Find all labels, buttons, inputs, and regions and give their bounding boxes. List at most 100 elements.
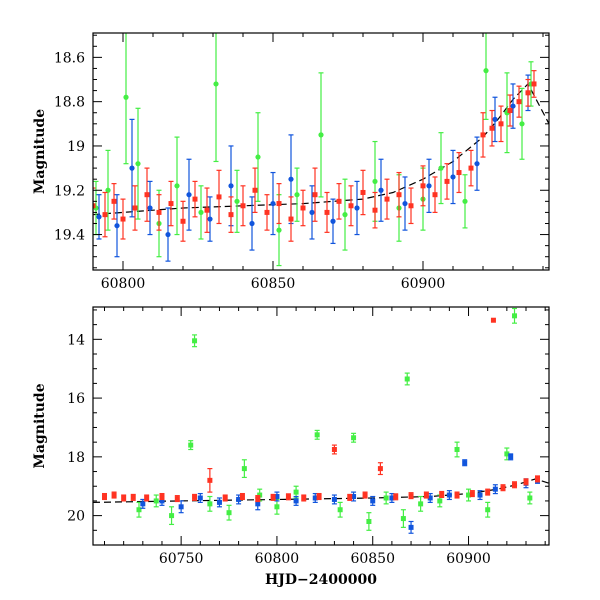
bottom-series-blue (140, 453, 541, 534)
bottom-point (408, 524, 414, 530)
bottom-point (293, 489, 299, 495)
bottom-y-tick-label: 16 (67, 391, 85, 407)
top-point (396, 192, 402, 198)
bottom-point (274, 504, 280, 510)
bottom-ticks: 60750 60800 60850 60900 14 16 18 20 (67, 307, 549, 567)
top-point (120, 216, 126, 222)
top-point (516, 99, 522, 105)
bottom-point (192, 338, 198, 344)
bottom-point (523, 479, 529, 485)
bottom-point (301, 495, 307, 501)
top-point (525, 90, 531, 96)
top-point (270, 200, 276, 207)
bottom-point (293, 498, 299, 504)
top-point (420, 183, 426, 189)
bottom-plot-area (93, 307, 549, 534)
top-point (492, 116, 498, 122)
bottom-point (222, 495, 228, 501)
top-point (255, 154, 261, 160)
bottom-point (366, 518, 372, 524)
top-point (180, 218, 186, 224)
top-point (312, 192, 318, 198)
top-point (249, 220, 255, 227)
bottom-point (466, 492, 472, 498)
bottom-point (226, 510, 232, 516)
top-point (288, 176, 294, 182)
bottom-point (508, 454, 514, 460)
top-y-tick-label: 19 (67, 139, 85, 155)
bottom-point (423, 492, 429, 498)
bottom-point (270, 494, 276, 500)
top-point (426, 183, 432, 189)
top-point (156, 209, 162, 215)
top-point (204, 207, 210, 213)
bottom-point (370, 498, 376, 504)
top-point (450, 174, 456, 180)
bottom-point (144, 495, 150, 501)
top-plot-area (93, 33, 549, 267)
bottom-y-tick-label: 14 (67, 332, 85, 348)
bottom-point (535, 476, 541, 482)
bottom-point (389, 495, 395, 501)
bottom-point (404, 376, 410, 382)
bottom-point (437, 498, 443, 504)
bottom-point (400, 516, 406, 522)
top-point (348, 203, 354, 209)
top-point (360, 189, 366, 195)
bottom-panel: 60750 60800 60850 60900 14 16 18 20 Magnitude H… (32, 306, 550, 588)
top-series-red (93, 70, 537, 242)
bottom-point (393, 494, 399, 500)
top-point (186, 192, 192, 198)
top-point (168, 201, 174, 207)
top-point (342, 212, 348, 218)
bottom-point (504, 451, 510, 457)
top-point (144, 192, 150, 198)
bottom-point (101, 494, 107, 500)
bottom-point (485, 489, 491, 495)
top-point (438, 165, 444, 171)
bottom-point (485, 507, 491, 513)
top-point (234, 198, 240, 204)
top-point (132, 205, 138, 211)
top-point (519, 121, 525, 127)
top-point (510, 103, 516, 109)
top-point (198, 209, 204, 216)
top-point (378, 187, 384, 193)
top-point (336, 198, 342, 204)
top-point (276, 227, 282, 233)
top-x-tick-label: 60900 (401, 276, 446, 292)
bottom-point (285, 494, 291, 500)
top-point (531, 81, 537, 87)
top-point (480, 132, 486, 138)
top-point (489, 125, 495, 131)
top-point (129, 165, 135, 171)
top-point (300, 205, 306, 211)
top-point (498, 121, 504, 127)
bottom-point (314, 432, 320, 438)
top-y-tick-label: 19.4 (54, 228, 85, 244)
bottom-y-tick-label: 18 (67, 450, 85, 466)
top-panel: 60800 60850 60900 18.6 18.8 19 19.2 19.4 Magnit… (32, 32, 550, 292)
bottom-x-tick-label: 60800 (255, 551, 300, 567)
bottom-point (418, 501, 424, 507)
bottom-point (446, 492, 452, 498)
top-point (372, 178, 378, 185)
bottom-point (274, 494, 280, 500)
top-point (135, 161, 141, 167)
top-y-tick-label: 19.2 (54, 183, 85, 199)
bottom-point (347, 494, 353, 500)
bottom-point (255, 501, 261, 507)
top-point (240, 203, 246, 209)
bottom-point (111, 492, 117, 498)
top-point (474, 161, 480, 167)
bottom-point (121, 495, 127, 501)
top-ticks: 60800 60850 60900 18.6 18.8 19 19.2 19.4 (54, 33, 549, 292)
top-point (96, 214, 102, 220)
top-point (318, 132, 324, 138)
bottom-x-tick-label: 60750 (159, 551, 204, 567)
bottom-y-axis-label: Magnitude (32, 383, 48, 468)
bottom-point (512, 482, 518, 488)
top-point (165, 231, 171, 238)
top-point (192, 196, 198, 202)
top-point (216, 194, 222, 200)
